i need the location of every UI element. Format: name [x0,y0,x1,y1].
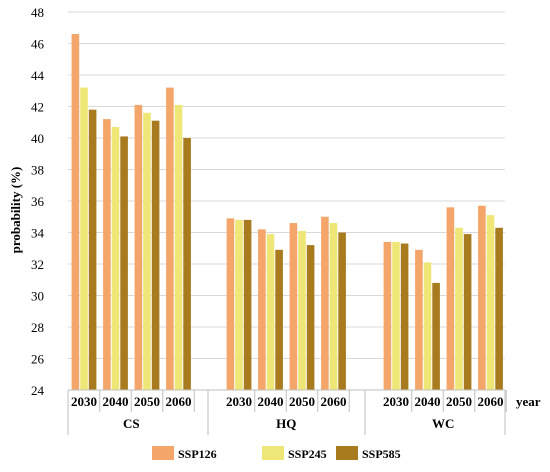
bar-hq-2050-ssp245 [298,230,306,390]
y-tick-label: 24 [31,383,45,398]
bar-wc-2030-ssp585 [400,243,409,390]
x-tick-label: 2060 [321,394,347,409]
bar-hq-2050-ssp585 [306,245,315,390]
legend-label-ssp585: SSP585 [362,447,401,461]
bar-hq-2030-ssp126 [226,218,235,390]
bar-cs-2030-ssp245 [80,87,88,390]
x-tick-label: 2040 [103,394,129,409]
bar-wc-2050-ssp585 [463,234,472,390]
bar-cs-2050-ssp126 [134,104,143,391]
bar-wc-2040-ssp126 [415,249,423,390]
x-tick-label: 2050 [446,394,472,409]
bar-cs-2030-ssp585 [88,109,97,391]
legend-label-ssp245: SSP245 [288,447,327,461]
bar-wc-2060-ssp245 [486,215,495,390]
bar-wc-2040-ssp585 [432,282,440,390]
legend-swatch-ssp585 [336,446,358,460]
bar-wc-2030-ssp245 [392,241,400,390]
y-tick-label: 28 [31,320,44,335]
x-tick-label: 2040 [258,394,284,409]
x-tick-label: 2030 [226,394,252,409]
bar-cs-2040-ssp245 [111,126,120,390]
group-label: CS [123,416,140,431]
bar-hq-2040-ssp245 [266,234,275,390]
x-axis-title: year [516,394,541,409]
x-tick-label: 2030 [71,394,97,409]
bar-cs-2030-ssp126 [71,34,80,391]
bar-hq-2030-ssp245 [235,219,243,390]
bar-cs-2050-ssp245 [143,112,151,391]
y-axis-title: probability (%) [8,167,23,254]
x-tick-label: 2050 [134,394,160,409]
bar-cs-2060-ssp126 [166,87,174,390]
bar-cs-2040-ssp585 [120,136,128,390]
bar-wc-2050-ssp126 [446,207,455,390]
y-tick-label: 38 [31,163,44,178]
bar-cs-2050-ssp585 [151,120,160,391]
x-tick-label: 2060 [478,394,504,409]
bar-cs-2060-ssp245 [174,104,183,391]
bar-cs-2040-ssp126 [103,119,111,390]
bar-hq-2060-ssp245 [329,223,338,390]
legend-swatch-ssp245 [262,446,284,460]
group-label: HQ [276,416,296,431]
bar-hq-2030-ssp585 [243,219,252,390]
y-tick-label: 44 [31,68,45,83]
bar-hq-2050-ssp126 [289,223,298,390]
legend-label-ssp126: SSP126 [178,447,217,461]
y-tick-label: 42 [31,100,44,115]
y-tick-label: 26 [31,352,45,367]
group-label: WC [432,416,454,431]
y-tick-label: 30 [31,289,44,304]
bars [71,34,503,391]
bar-wc-2050-ssp245 [455,227,463,390]
bar-wc-2060-ssp585 [495,227,503,390]
bar-hq-2060-ssp585 [338,232,346,390]
x-tick-label: 2050 [289,394,315,409]
y-tick-label: 32 [31,257,44,272]
x-tick-label: 2030 [383,394,409,409]
bar-wc-2040-ssp245 [423,262,432,390]
bar-hq-2060-ssp126 [321,216,329,390]
bar-hq-2040-ssp126 [258,229,266,390]
y-tick-label: 46 [31,37,45,52]
axes: 24 26 28 30 32 34 36 38 40 42 44 46 48 2030 2040 2050 20… [31,5,507,435]
bar-wc-2030-ssp126 [383,241,392,390]
x-tick-label: 2060 [166,394,192,409]
y-tick-label: 40 [31,131,44,146]
bar-hq-2040-ssp585 [275,249,283,390]
y-tick-label: 34 [31,226,45,241]
legend: SSP126 SSP245 SSP585 [152,446,401,461]
bar-cs-2060-ssp585 [183,138,191,390]
y-tick-label: 36 [31,194,45,209]
y-tick-label: 48 [31,5,44,20]
legend-swatch-ssp126 [152,446,174,460]
bar-wc-2060-ssp126 [478,205,486,390]
x-tick-label: 2040 [415,394,441,409]
